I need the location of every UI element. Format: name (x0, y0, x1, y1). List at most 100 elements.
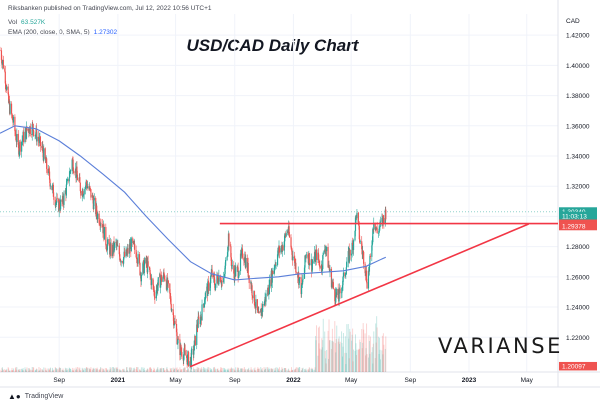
volume-bar (345, 352, 347, 372)
volume-bar (382, 354, 384, 372)
volume-bar (69, 368, 71, 372)
candle-body (364, 263, 366, 274)
volume-bar (250, 367, 252, 372)
candle-body (7, 86, 9, 95)
volume-bar (113, 367, 115, 372)
candle-body (315, 249, 318, 260)
volume-bar (329, 340, 331, 372)
volume-bar (6, 368, 8, 372)
volume-bar (143, 367, 145, 372)
varianse-logo: VARIANSE (438, 334, 563, 358)
candle-body (105, 227, 107, 246)
volume-bar (208, 367, 210, 372)
volume-bar (251, 370, 253, 372)
candle-body (63, 193, 65, 205)
candle-body (83, 189, 85, 195)
volume-bar (19, 370, 21, 372)
volume-bar (301, 368, 303, 372)
volume-bar (281, 367, 283, 372)
candle-body (298, 278, 300, 285)
candle-body (49, 185, 52, 187)
candle-body (354, 230, 356, 241)
volume-bar (270, 368, 272, 372)
chart-title: USD/CAD Daily Chart (186, 36, 359, 55)
candle-body (186, 355, 188, 358)
volume-bar (215, 368, 217, 372)
candle-body (72, 171, 75, 173)
candle-body (382, 215, 384, 224)
volume-bar (79, 370, 81, 372)
candle-body (35, 128, 38, 142)
volume-bar (220, 367, 222, 372)
volume-bar (322, 340, 324, 372)
volume-bar (139, 370, 141, 372)
candle-body (230, 246, 232, 258)
candle-body (2, 59, 4, 69)
candle-body (268, 279, 270, 295)
candle-body (11, 113, 13, 116)
volume-bar (68, 367, 70, 372)
volume-bar (216, 369, 218, 372)
volume-bar (364, 333, 366, 372)
volume-bar (35, 369, 37, 372)
candle-body (22, 139, 24, 141)
volume-bar (319, 348, 321, 372)
candle-body (254, 305, 256, 308)
candle-body (258, 312, 260, 313)
volume-bar (165, 368, 167, 372)
volume-bar (48, 370, 50, 372)
volume-bar (374, 358, 376, 372)
volume-bar (231, 368, 233, 372)
candle-body (301, 284, 303, 295)
candle-body (0, 50, 1, 51)
volume-bar (85, 368, 87, 372)
candle-body (245, 257, 247, 268)
candle-body (83, 194, 85, 196)
candle-body (339, 288, 341, 294)
volume-bar (369, 353, 371, 372)
volume-bar (312, 368, 314, 372)
volume-bar (159, 369, 161, 372)
volume-bar (95, 368, 97, 372)
candle-body (272, 270, 274, 275)
candle-body (374, 222, 376, 230)
volume-bar (115, 367, 117, 372)
volume-bar (199, 368, 201, 372)
volume-bar (1, 367, 3, 372)
volume-bar (48, 368, 50, 372)
volume-bar (11, 367, 13, 372)
candle-body (238, 271, 240, 276)
volume-bar (321, 338, 323, 372)
volume-bar (146, 370, 148, 372)
volume-label: Vol (8, 19, 18, 26)
candle-body (311, 263, 313, 272)
volume-bar (36, 368, 38, 372)
volume-bar (190, 367, 192, 372)
candle-body (82, 190, 84, 197)
candle-body (46, 168, 48, 174)
candle-body (302, 278, 304, 280)
volume-bar (109, 367, 111, 372)
volume-bar (278, 368, 280, 372)
volume-bar (355, 343, 357, 372)
candle-body (145, 257, 147, 264)
candle-body (31, 123, 33, 136)
volume-bar (88, 367, 90, 372)
candle-body (288, 226, 290, 235)
candle-body (62, 195, 64, 204)
volume-bar (136, 367, 138, 372)
volume-bar (112, 370, 114, 372)
price-label-box (559, 361, 597, 371)
candle-body (48, 171, 51, 180)
volume-bar (152, 370, 154, 372)
volume-bar (241, 369, 243, 372)
candle-body (324, 249, 326, 251)
volume-bar (166, 366, 168, 372)
volume-bar (54, 367, 56, 372)
volume-bar (348, 358, 350, 372)
candle-body (37, 136, 40, 141)
volume-bar (180, 368, 182, 372)
volume-bar (352, 361, 354, 372)
candle-body (167, 280, 169, 284)
